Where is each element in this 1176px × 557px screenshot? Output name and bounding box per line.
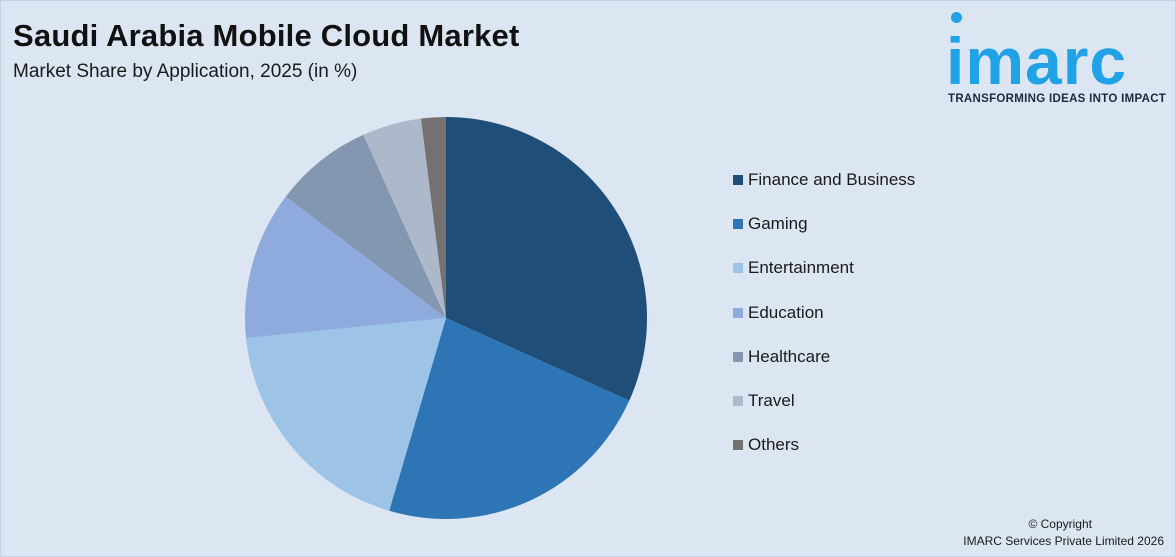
pie-slices [245, 117, 647, 519]
chart-title: Saudi Arabia Mobile Cloud Market [13, 18, 520, 53]
imarc-logo: imarc TRANSFORMING IDEAS INTO IMPACT [946, 12, 1170, 108]
legend-label: Education [748, 302, 824, 322]
legend-item: Travel [733, 391, 795, 411]
pie-slice-entertainment [245, 318, 446, 511]
legend-label: Finance and Business [748, 170, 916, 189]
pie-slice-gaming [389, 318, 630, 519]
legend-swatch [733, 175, 743, 185]
legend-swatch [733, 263, 743, 274]
legend-label: Healthcare [748, 346, 831, 366]
legend-item: Healthcare [733, 347, 830, 367]
chart-subtitle: Market Share by Application, 2025 (in %) [13, 61, 358, 82]
copyright: © Copyright IMARC Services Private Limit… [963, 516, 1164, 550]
pie-slice-education [245, 196, 446, 339]
legend-label: Entertainment [748, 258, 854, 278]
legend-swatch [733, 396, 743, 406]
pie-slice-others [421, 117, 446, 318]
legend-item: Finance and Business [733, 170, 915, 190]
copyright-line-1: © Copyright [1028, 517, 1092, 531]
logo-dot-icon [951, 12, 962, 23]
pie-slice-finance-and-business [446, 117, 647, 401]
legend-label: Gaming [748, 214, 808, 234]
legend-item: Gaming [733, 214, 808, 234]
legend-swatch [733, 307, 743, 318]
legend-item: Entertainment [733, 258, 854, 278]
legend-item: Education [733, 303, 824, 323]
legend-label: Travel [748, 391, 795, 410]
legend-swatch [733, 351, 743, 362]
logo-wordmark: imarc [946, 24, 1128, 98]
legend-label: Others [748, 435, 800, 455]
pie-slice-travel [363, 118, 446, 318]
copyright-line-2: IMARC Services Private Limited 2026 [963, 534, 1164, 548]
legend-item: Others [733, 435, 799, 455]
pie-slice-healthcare [285, 134, 446, 318]
logo-tagline: TRANSFORMING IDEAS INTO IMPACT [948, 93, 1167, 105]
legend-swatch [733, 219, 743, 230]
legend-swatch [733, 440, 743, 451]
pie-chart [245, 117, 647, 519]
